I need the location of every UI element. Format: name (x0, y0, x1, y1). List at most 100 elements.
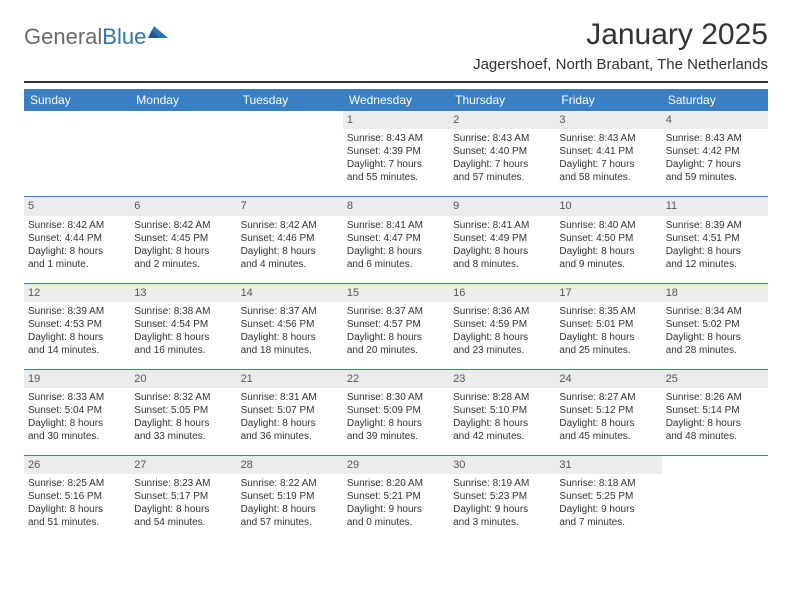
daylight1-text: Daylight: 7 hours (453, 158, 551, 171)
calendar-cell: 22Sunrise: 8:30 AMSunset: 5:09 PMDayligh… (343, 370, 449, 449)
calendar-cell: 18Sunrise: 8:34 AMSunset: 5:02 PMDayligh… (662, 284, 768, 363)
day-number: 4 (662, 111, 768, 129)
calendar-cell: 2Sunrise: 8:43 AMSunset: 4:40 PMDaylight… (449, 111, 555, 190)
sunset-text: Sunset: 5:05 PM (134, 404, 232, 417)
calendar-cell: 13Sunrise: 8:38 AMSunset: 4:54 PMDayligh… (130, 284, 236, 363)
daylight2-text: and 36 minutes. (241, 430, 339, 443)
daylight2-text: and 9 minutes. (559, 258, 657, 271)
calendar-cell: 30Sunrise: 8:19 AMSunset: 5:23 PMDayligh… (449, 456, 555, 535)
daylight1-text: Daylight: 8 hours (559, 245, 657, 258)
daylight1-text: Daylight: 8 hours (241, 417, 339, 430)
sunset-text: Sunset: 4:39 PM (347, 145, 445, 158)
sunrise-text: Sunrise: 8:37 AM (241, 305, 339, 318)
daylight2-text: and 12 minutes. (666, 258, 764, 271)
daylight2-text: and 55 minutes. (347, 171, 445, 184)
sunset-text: Sunset: 4:47 PM (347, 232, 445, 245)
sunset-text: Sunset: 5:04 PM (28, 404, 126, 417)
day-number: 25 (662, 370, 768, 388)
calendar-cell: 15Sunrise: 8:37 AMSunset: 4:57 PMDayligh… (343, 284, 449, 363)
day-number: 13 (130, 284, 236, 302)
sunset-text: Sunset: 5:10 PM (453, 404, 551, 417)
flag-icon (148, 24, 168, 42)
sunset-text: Sunset: 5:16 PM (28, 490, 126, 503)
day-number: 26 (24, 456, 130, 474)
day-number: 16 (449, 284, 555, 302)
calendar-cell: 23Sunrise: 8:28 AMSunset: 5:10 PMDayligh… (449, 370, 555, 449)
day-number: 14 (237, 284, 343, 302)
week-row: 12Sunrise: 8:39 AMSunset: 4:53 PMDayligh… (24, 283, 768, 363)
sunset-text: Sunset: 4:44 PM (28, 232, 126, 245)
day-number: 21 (237, 370, 343, 388)
day-number: 1 (343, 111, 449, 129)
day-number: 9 (449, 197, 555, 215)
calendar-cell (24, 111, 130, 190)
calendar-grid: Sunday Monday Tuesday Wednesday Thursday… (24, 89, 768, 535)
day-number: 5 (24, 197, 130, 215)
calendar-cell: 11Sunrise: 8:39 AMSunset: 4:51 PMDayligh… (662, 197, 768, 276)
brand-logo: GeneralBlue (24, 18, 168, 50)
calendar-cell: 10Sunrise: 8:40 AMSunset: 4:50 PMDayligh… (555, 197, 661, 276)
sunset-text: Sunset: 5:25 PM (559, 490, 657, 503)
sunrise-text: Sunrise: 8:22 AM (241, 477, 339, 490)
sunset-text: Sunset: 4:40 PM (453, 145, 551, 158)
sunrise-text: Sunrise: 8:42 AM (134, 219, 232, 232)
brand-text: GeneralBlue (24, 24, 146, 50)
daylight1-text: Daylight: 8 hours (347, 417, 445, 430)
daylight1-text: Daylight: 7 hours (559, 158, 657, 171)
daylight2-text: and 3 minutes. (453, 516, 551, 529)
weeks-container: 1Sunrise: 8:43 AMSunset: 4:39 PMDaylight… (24, 111, 768, 535)
daylight2-text: and 20 minutes. (347, 344, 445, 357)
day-number: 27 (130, 456, 236, 474)
calendar-cell: 27Sunrise: 8:23 AMSunset: 5:17 PMDayligh… (130, 456, 236, 535)
sunrise-text: Sunrise: 8:41 AM (347, 219, 445, 232)
location-subtitle: Jagershoef, North Brabant, The Netherlan… (473, 56, 768, 73)
day-header: Thursday (449, 89, 555, 111)
daylight2-text: and 51 minutes. (28, 516, 126, 529)
sunrise-text: Sunrise: 8:41 AM (453, 219, 551, 232)
day-number: 29 (343, 456, 449, 474)
daylight2-text: and 8 minutes. (453, 258, 551, 271)
daylight2-text: and 2 minutes. (134, 258, 232, 271)
calendar-cell: 24Sunrise: 8:27 AMSunset: 5:12 PMDayligh… (555, 370, 661, 449)
day-number: 22 (343, 370, 449, 388)
daylight2-text: and 4 minutes. (241, 258, 339, 271)
daylight1-text: Daylight: 8 hours (28, 331, 126, 344)
week-row: 26Sunrise: 8:25 AMSunset: 5:16 PMDayligh… (24, 455, 768, 535)
sunset-text: Sunset: 5:12 PM (559, 404, 657, 417)
sunrise-text: Sunrise: 8:23 AM (134, 477, 232, 490)
day-number: 11 (662, 197, 768, 215)
daylight1-text: Daylight: 9 hours (347, 503, 445, 516)
brand-part2: Blue (102, 24, 146, 49)
calendar-cell: 17Sunrise: 8:35 AMSunset: 5:01 PMDayligh… (555, 284, 661, 363)
day-number: 12 (24, 284, 130, 302)
brand-part1: General (24, 24, 102, 49)
calendar-cell: 21Sunrise: 8:31 AMSunset: 5:07 PMDayligh… (237, 370, 343, 449)
daylight2-text: and 30 minutes. (28, 430, 126, 443)
sunrise-text: Sunrise: 8:43 AM (347, 132, 445, 145)
daylight1-text: Daylight: 7 hours (347, 158, 445, 171)
sunset-text: Sunset: 4:56 PM (241, 318, 339, 331)
day-number: 20 (130, 370, 236, 388)
day-number: 30 (449, 456, 555, 474)
daylight2-text: and 16 minutes. (134, 344, 232, 357)
title-block: January 2025 Jagershoef, North Brabant, … (473, 18, 768, 73)
daylight2-text: and 58 minutes. (559, 171, 657, 184)
calendar-cell: 9Sunrise: 8:41 AMSunset: 4:49 PMDaylight… (449, 197, 555, 276)
calendar-cell: 28Sunrise: 8:22 AMSunset: 5:19 PMDayligh… (237, 456, 343, 535)
sunrise-text: Sunrise: 8:32 AM (134, 391, 232, 404)
sunrise-text: Sunrise: 8:27 AM (559, 391, 657, 404)
sunrise-text: Sunrise: 8:33 AM (28, 391, 126, 404)
day-number: 23 (449, 370, 555, 388)
sunrise-text: Sunrise: 8:42 AM (241, 219, 339, 232)
sunset-text: Sunset: 5:02 PM (666, 318, 764, 331)
sunrise-text: Sunrise: 8:19 AM (453, 477, 551, 490)
sunset-text: Sunset: 4:59 PM (453, 318, 551, 331)
daylight1-text: Daylight: 9 hours (453, 503, 551, 516)
sunrise-text: Sunrise: 8:31 AM (241, 391, 339, 404)
daylight2-text: and 6 minutes. (347, 258, 445, 271)
daylight1-text: Daylight: 8 hours (453, 331, 551, 344)
sunrise-text: Sunrise: 8:36 AM (453, 305, 551, 318)
daylight2-text: and 39 minutes. (347, 430, 445, 443)
daylight1-text: Daylight: 8 hours (28, 417, 126, 430)
calendar-cell: 5Sunrise: 8:42 AMSunset: 4:44 PMDaylight… (24, 197, 130, 276)
